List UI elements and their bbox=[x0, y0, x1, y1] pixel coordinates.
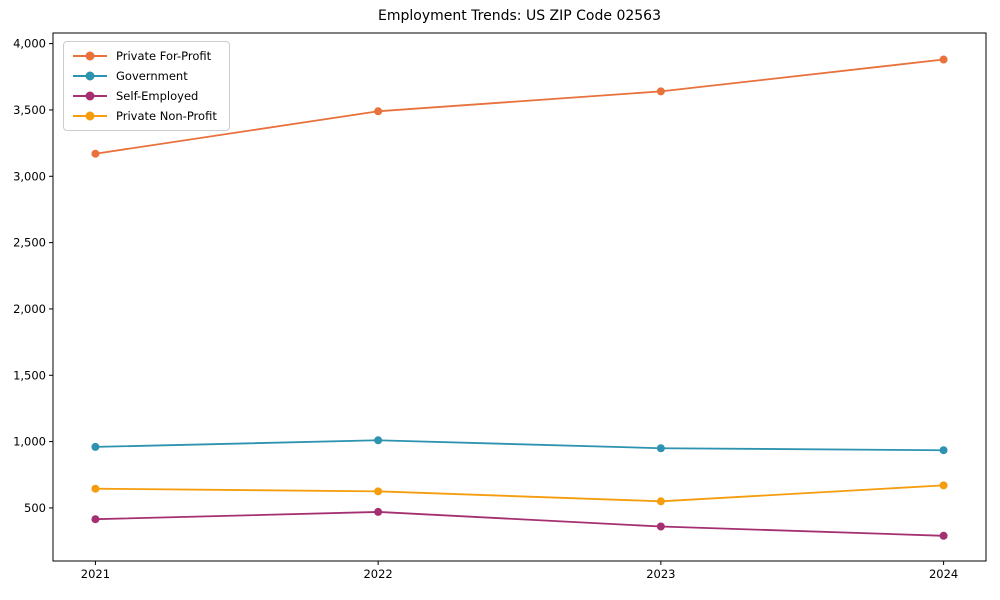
legend-entry: Government bbox=[73, 69, 217, 83]
data-point-marker bbox=[91, 149, 100, 158]
legend-entry: Self-Employed bbox=[73, 89, 217, 103]
legend-entry: Private For-Profit bbox=[73, 49, 217, 63]
series-line-self-employed bbox=[95, 511, 944, 537]
data-point-marker bbox=[939, 55, 948, 64]
x-tick-label: 2022 bbox=[363, 567, 392, 581]
data-point-marker bbox=[91, 515, 100, 524]
y-tick-label: 3,000 bbox=[13, 169, 46, 183]
legend-label: Private Non-Profit bbox=[116, 109, 217, 123]
y-tick-label: 1,500 bbox=[13, 368, 46, 382]
y-tick-label: 4,000 bbox=[13, 37, 46, 51]
series-line-private-non-profit bbox=[95, 484, 944, 503]
data-point-marker bbox=[91, 484, 100, 493]
data-point-marker bbox=[656, 522, 665, 531]
legend-entry: Private Non-Profit bbox=[73, 109, 217, 123]
data-point-marker bbox=[656, 87, 665, 96]
chart-title: Employment Trends: US ZIP Code 02563 bbox=[378, 8, 661, 24]
legend-line-swatch bbox=[73, 51, 107, 61]
x-tick-label: 2021 bbox=[81, 567, 110, 581]
legend-label: Self-Employed bbox=[116, 89, 199, 103]
legend-marker-icon bbox=[85, 71, 95, 81]
data-point-marker bbox=[939, 481, 948, 490]
series-line-private-for-profit bbox=[95, 58, 944, 155]
data-point-marker bbox=[656, 497, 665, 506]
legend-line-swatch bbox=[73, 111, 107, 121]
data-point-marker bbox=[91, 442, 100, 451]
legend-marker-icon bbox=[85, 51, 95, 61]
data-point-marker bbox=[374, 487, 383, 496]
y-tick-label: 2,500 bbox=[13, 236, 46, 250]
legend-marker-icon bbox=[85, 91, 95, 101]
data-point-marker bbox=[374, 507, 383, 516]
x-tick-label: 2023 bbox=[646, 567, 675, 581]
legend-label: Private For-Profit bbox=[116, 49, 212, 63]
x-tick-label: 2024 bbox=[929, 567, 958, 581]
data-point-marker bbox=[939, 446, 948, 455]
legend-line-swatch bbox=[73, 91, 107, 101]
y-tick-label: 1,000 bbox=[13, 435, 46, 449]
y-tick-label: 2,000 bbox=[13, 302, 46, 316]
data-point-marker bbox=[656, 444, 665, 453]
series-line-government bbox=[95, 439, 944, 452]
legend-label: Government bbox=[116, 69, 188, 83]
legend-line-swatch bbox=[73, 71, 107, 81]
legend-marker-icon bbox=[85, 111, 95, 121]
data-point-marker bbox=[939, 531, 948, 540]
axis-spines bbox=[52, 32, 987, 562]
data-point-marker bbox=[374, 436, 383, 445]
y-tick-label: 3,500 bbox=[13, 103, 46, 117]
data-point-marker bbox=[374, 107, 383, 116]
y-tick-label: 500 bbox=[24, 501, 46, 515]
legend: Private For-Profit Government Self-Emplo… bbox=[63, 41, 230, 131]
